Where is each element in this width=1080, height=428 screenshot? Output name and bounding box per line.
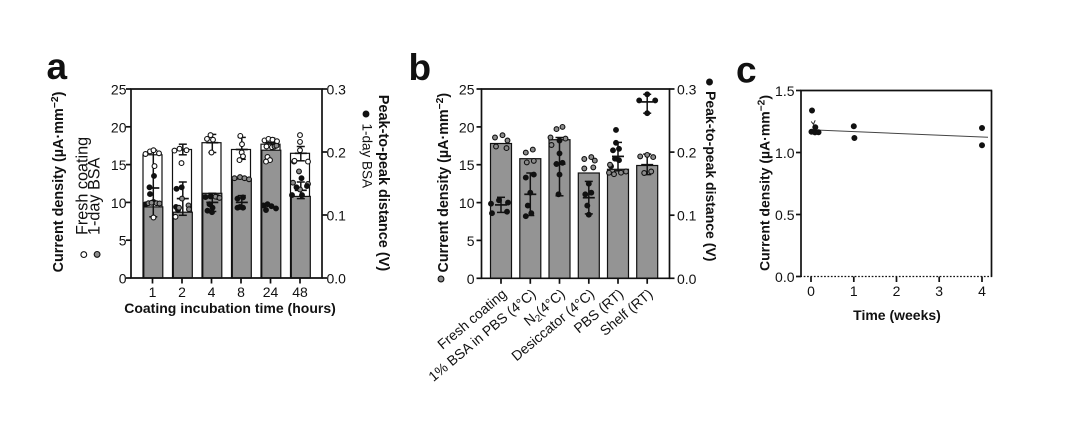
svg-text:b: b xyxy=(409,47,432,88)
svg-text:25: 25 xyxy=(459,82,475,98)
svg-text:a: a xyxy=(47,46,68,87)
svg-text:5: 5 xyxy=(119,233,127,249)
svg-text:Time (weeks): Time (weeks) xyxy=(853,307,941,323)
svg-text:0.3: 0.3 xyxy=(677,82,697,98)
svg-text:0.0: 0.0 xyxy=(677,271,697,287)
svg-text:0.1: 0.1 xyxy=(327,208,347,224)
svg-text:1-day BSA: 1-day BSA xyxy=(86,157,104,235)
svg-text:Peak-to-peak distance (V): Peak-to-peak distance (V) xyxy=(375,95,391,272)
svg-text:Peak-to-peak distance (V): Peak-to-peak distance (V) xyxy=(703,91,719,261)
svg-text:20: 20 xyxy=(111,119,127,135)
svg-text:1.0: 1.0 xyxy=(775,145,795,161)
svg-text:Current density (µA·mm−2): Current density (µA·mm−2) xyxy=(50,91,67,272)
svg-text:2: 2 xyxy=(178,284,186,300)
svg-text:Coating incubation time (hours: Coating incubation time (hours) xyxy=(124,300,336,316)
svg-text:4: 4 xyxy=(208,284,216,300)
svg-text:1-day BSA: 1-day BSA xyxy=(360,124,375,189)
svg-text:3: 3 xyxy=(935,283,943,299)
svg-text:8: 8 xyxy=(237,284,245,300)
svg-text:1: 1 xyxy=(149,284,157,300)
svg-text:Current density (µA·mm−2): Current density (µA·mm−2) xyxy=(435,93,452,273)
svg-text:24: 24 xyxy=(263,284,279,300)
svg-text:Current density (µA·mm−2): Current density (µA·mm−2) xyxy=(757,95,773,271)
svg-text:Fresh coating: Fresh coating xyxy=(74,137,92,235)
svg-text:c: c xyxy=(736,50,757,91)
svg-text:0.0: 0.0 xyxy=(327,271,347,287)
svg-text:25: 25 xyxy=(111,82,127,98)
svg-text:0.3: 0.3 xyxy=(327,82,347,98)
svg-text:0.2: 0.2 xyxy=(677,145,697,161)
svg-text:0.1: 0.1 xyxy=(677,208,697,224)
svg-text:1: 1 xyxy=(850,283,858,299)
svg-text:0: 0 xyxy=(467,271,475,287)
svg-text:15: 15 xyxy=(111,157,127,173)
svg-text:0.5: 0.5 xyxy=(775,207,795,223)
svg-text:0.2: 0.2 xyxy=(327,145,347,161)
svg-text:2: 2 xyxy=(893,283,901,299)
svg-text:4: 4 xyxy=(978,283,986,299)
svg-text:0: 0 xyxy=(119,271,127,287)
svg-text:10: 10 xyxy=(459,195,475,211)
svg-text:48: 48 xyxy=(292,284,308,300)
svg-text:15: 15 xyxy=(459,157,475,173)
svg-text:20: 20 xyxy=(459,119,475,135)
svg-text:10: 10 xyxy=(111,195,127,211)
svg-text:0: 0 xyxy=(807,283,815,299)
svg-text:5: 5 xyxy=(467,233,475,249)
svg-text:1.5: 1.5 xyxy=(775,83,795,99)
svg-text:0.0: 0.0 xyxy=(775,269,795,285)
